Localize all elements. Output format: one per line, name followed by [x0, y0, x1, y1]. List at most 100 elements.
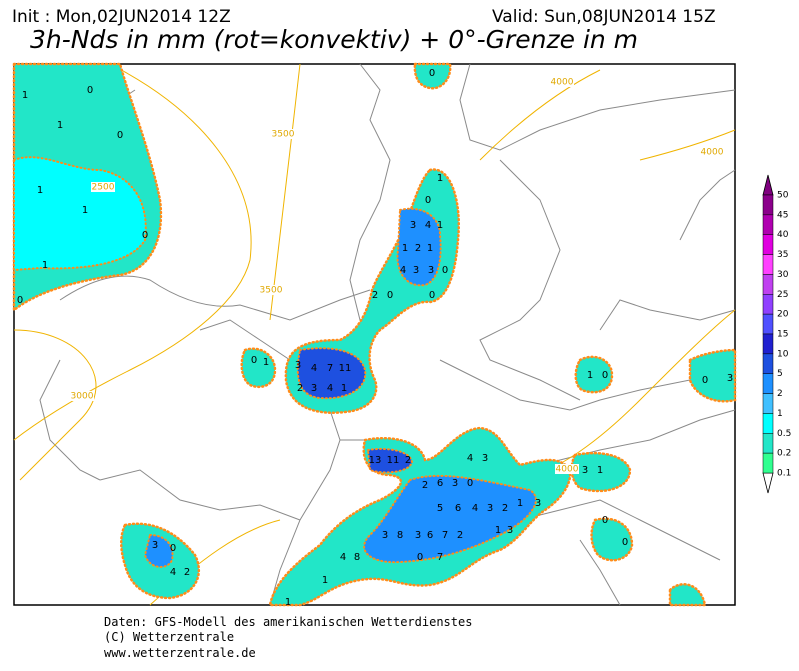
colorbar-label: 40	[777, 230, 789, 240]
precip-value: 1	[437, 173, 443, 184]
colorbar-label: 45	[777, 210, 788, 220]
precip-value: 2	[457, 530, 463, 541]
precip-value: 7	[327, 363, 333, 374]
precip-value: 5	[437, 503, 443, 514]
precip-value: 3	[487, 503, 493, 514]
precip-value: 4	[467, 453, 473, 464]
isoline-label-bg	[91, 182, 115, 192]
colorbar-cell	[762, 254, 774, 275]
precip-value: 6	[437, 478, 443, 489]
precip-value: 8	[354, 552, 360, 563]
precip-value: 2	[372, 290, 378, 301]
footer-line: www.wetterzentrale.de	[104, 646, 256, 660]
colorbar-label: 30	[777, 270, 789, 280]
precip-value: 11	[387, 455, 400, 466]
precip-value: 8	[397, 530, 403, 541]
precip-value: 6	[427, 530, 433, 541]
colorbar-cell	[762, 313, 774, 335]
precip-value: 2	[184, 567, 190, 578]
isoline-label-bg	[70, 391, 94, 401]
precip-value: 0	[387, 290, 393, 301]
precip-value: 3	[413, 265, 419, 276]
isoline-label-bg	[259, 285, 283, 295]
isoline-label: 4000	[701, 148, 724, 158]
precip-value: 2	[422, 480, 428, 491]
precip-value: 4	[327, 383, 333, 394]
precip-value: 2	[415, 243, 421, 254]
precip-value: 2	[297, 383, 303, 394]
colorbar-label: 5	[777, 369, 783, 379]
precip-value: 4	[170, 567, 176, 578]
valid-time: Valid: Sun,08JUN2014 15Z	[492, 7, 716, 27]
precip-value: 3	[295, 360, 301, 371]
precip-value: 0	[417, 552, 423, 563]
precip-value: 1	[82, 205, 88, 216]
colorbar-cell	[762, 294, 774, 315]
precip-value: 1	[22, 90, 28, 101]
isoline-label: 4000	[551, 78, 574, 88]
init-time: Init : Mon,02JUN2014 12Z	[12, 7, 231, 27]
color-bar: 50 45 40 35 30 25 20 15 10 5 2 1 0.5 0.2 0.1	[762, 174, 791, 494]
colorbar-cell	[762, 274, 774, 295]
colorbar-label: 50	[777, 191, 789, 201]
precip-value: 1	[341, 383, 347, 394]
precip-value: 4	[311, 363, 317, 374]
precip-value: 7	[437, 552, 443, 563]
precip-value: 4	[340, 552, 346, 563]
precip-value: 3	[152, 540, 158, 551]
colorbar-under	[762, 472, 774, 494]
precip-value: 0	[442, 265, 448, 276]
isoline-label-bg	[271, 129, 295, 139]
isoline-label: 3500	[260, 286, 283, 296]
colorbar-over	[762, 174, 774, 196]
precip-value: 3	[428, 265, 434, 276]
colorbar-cell	[762, 373, 774, 394]
footer-line: (C) Wetterzentrale	[104, 630, 234, 644]
precip-value: 13	[369, 455, 382, 466]
colorbar-cell	[762, 413, 774, 434]
precip-value: 0	[170, 543, 176, 554]
isoline-label: 2500	[92, 183, 115, 193]
precip-value: 1	[495, 525, 501, 536]
precip-value: 3	[727, 373, 733, 384]
precip-value: 7	[442, 530, 448, 541]
precip-value: 4	[425, 220, 431, 231]
precip-value: 1	[427, 243, 433, 254]
isoline-label: 3000	[71, 392, 94, 402]
precip-value: 0	[425, 195, 431, 206]
precip-value: 4	[400, 265, 406, 276]
precip-value: 1	[597, 465, 603, 476]
colorbar-cell	[762, 194, 774, 216]
precip-value: 2	[502, 503, 508, 514]
precip-value: 3	[507, 525, 513, 536]
precip-value: 3	[382, 530, 388, 541]
precip-value: 1	[437, 220, 443, 231]
colorbar-label: 0.1	[777, 469, 791, 479]
precip-value: 1	[402, 243, 408, 254]
precip-value: 3	[582, 465, 588, 476]
precip-value: 3	[311, 383, 317, 394]
colorbar-cell	[762, 393, 774, 414]
precip-value: 3	[410, 220, 416, 231]
colorbar-label: 35	[777, 250, 788, 260]
precip-value: 1	[587, 370, 593, 381]
colorbar-label: 0.2	[777, 449, 791, 459]
isoline-label-bg	[700, 147, 724, 157]
colorbar-label: 25	[777, 290, 788, 300]
precip-value: 1	[263, 357, 269, 368]
precip-value: 3	[535, 498, 541, 509]
precip-value: 3	[452, 478, 458, 489]
isoline-label: 4000	[556, 465, 579, 475]
precip-value: 1	[285, 597, 291, 608]
colorbar-cell	[762, 234, 774, 255]
precip-value: 0	[17, 295, 23, 306]
colorbar-label: 1	[777, 409, 783, 419]
precip-value: 1	[37, 185, 43, 196]
precip-value: 2	[405, 455, 411, 466]
precip-value: 0	[117, 130, 123, 141]
precip-value: 3	[482, 453, 488, 464]
colorbar-label: 2	[777, 389, 783, 399]
